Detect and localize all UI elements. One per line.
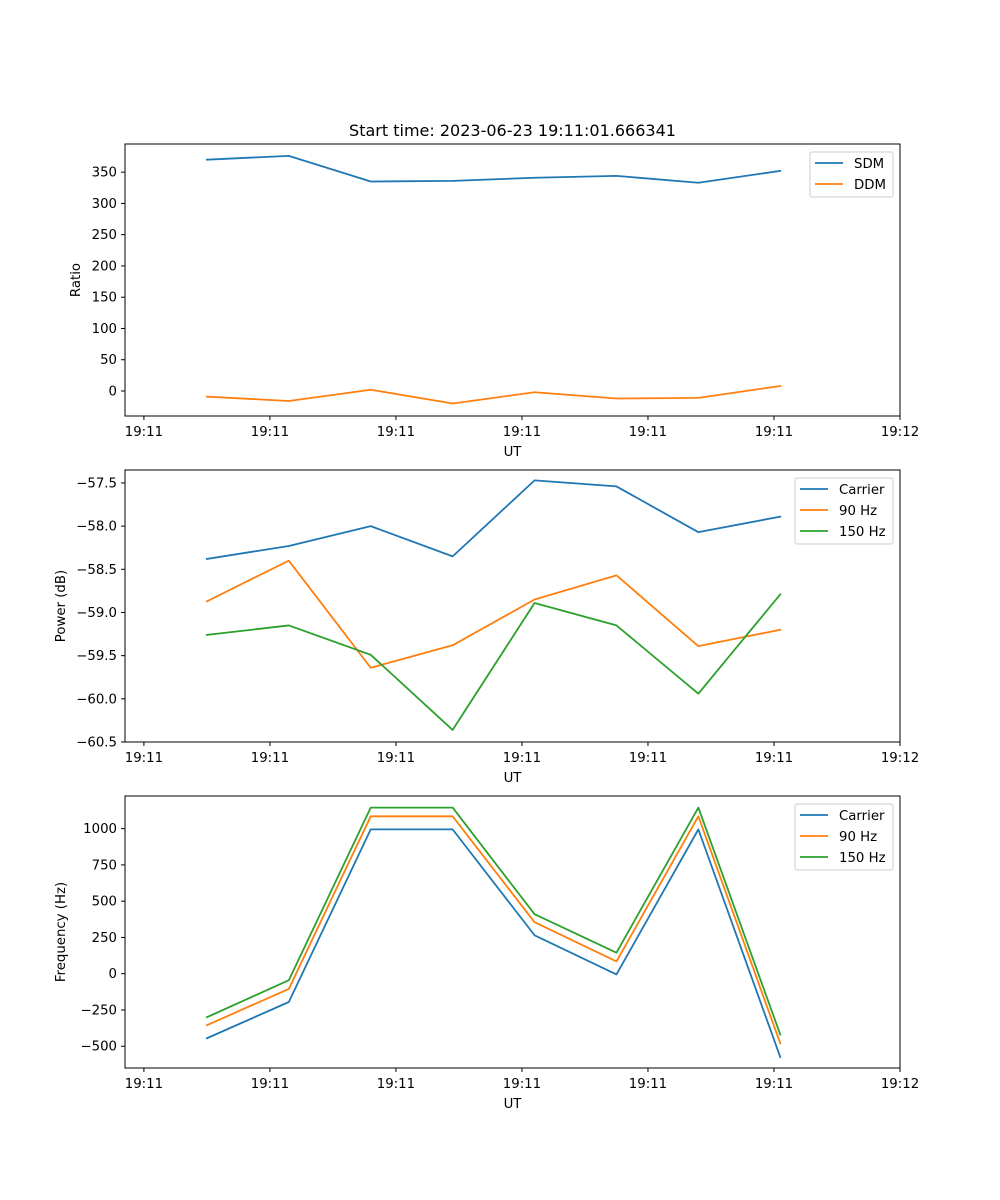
- series-line-90-hz: [205, 559, 782, 669]
- y-tick-label: 100: [92, 322, 117, 337]
- series-line-150-hz: [205, 806, 782, 1036]
- y-tick-label: 300: [92, 197, 117, 212]
- x-axis-label: UT: [504, 445, 523, 460]
- legend-label: Carrier: [839, 483, 885, 498]
- x-tick-label: 19:11: [629, 425, 667, 440]
- x-tick-label: 19:11: [251, 1077, 289, 1092]
- y-tick-label: 200: [92, 259, 117, 274]
- x-axis-label: UT: [504, 771, 523, 786]
- x-tick-label: 19:11: [629, 1077, 667, 1092]
- x-tick-label: 19:11: [125, 751, 163, 766]
- legend-box: [794, 477, 894, 545]
- panel-ratio: 19:11 19:11 19:11 19:11 19:11 19:11 19:12 0 50 10…: [69, 143, 919, 460]
- legend: Carrier 90 Hz 150 Hz: [794, 477, 894, 545]
- y-tick-label: 750: [92, 858, 117, 873]
- y-tick-label: −58.0: [76, 520, 117, 535]
- legend-label: DDM: [854, 178, 886, 193]
- panel-frequency: 19:11 19:11 19:11 19:11 19:11 19:11 19:12 −500 −…: [54, 795, 919, 1112]
- x-tick-label: 19:11: [503, 425, 541, 440]
- x-tick-label: 19:11: [125, 425, 163, 440]
- series-line-carrier: [205, 479, 782, 560]
- series-line-90-hz: [205, 815, 782, 1045]
- legend-label: Carrier: [839, 809, 885, 824]
- x-tick-label: 19:12: [881, 425, 919, 440]
- panel-power: 19:11 19:11 19:11 19:11 19:11 19:11 19:12 −60.5…: [54, 469, 919, 786]
- y-tick-label: −500: [80, 1040, 117, 1055]
- y-tick-label: 250: [92, 228, 117, 243]
- y-tick-label: −60.5: [76, 736, 117, 751]
- x-axis-label: UT: [504, 1097, 523, 1112]
- y-tick-label: 0: [109, 967, 117, 982]
- legend-label: 90 Hz: [839, 830, 877, 845]
- x-tick-label: 19:11: [629, 751, 667, 766]
- legend: SDM DDM: [809, 151, 894, 198]
- y-tick-label: 250: [92, 931, 117, 946]
- y-tick-label: 0: [109, 384, 117, 399]
- x-tick-label: 19:11: [755, 425, 793, 440]
- x-tick-label: 19:11: [125, 1077, 163, 1092]
- y-tick-label: 50: [100, 353, 117, 368]
- x-tick-label: 19:11: [503, 1077, 541, 1092]
- legend-label: 90 Hz: [839, 504, 877, 519]
- series-line-ddm: [205, 384, 782, 405]
- x-tick-label: 19:11: [251, 425, 289, 440]
- legend-label: SDM: [854, 157, 884, 172]
- legend-label: 150 Hz: [839, 525, 886, 540]
- x-tick-label: 19:11: [377, 425, 415, 440]
- legend-box: [794, 803, 894, 871]
- y-axis-label: Power (dB): [54, 570, 69, 642]
- plot-frame: [124, 795, 901, 1069]
- y-tick-label: −60.0: [76, 692, 117, 707]
- y-tick-label: 350: [92, 166, 117, 181]
- legend: Carrier 90 Hz 150 Hz: [794, 803, 894, 871]
- x-tick-label: 19:11: [377, 751, 415, 766]
- x-tick-label: 19:11: [377, 1077, 415, 1092]
- y-tick-label: 150: [92, 291, 117, 306]
- x-tick-label: 19:11: [755, 751, 793, 766]
- x-tick-label: 19:11: [755, 1077, 793, 1092]
- y-axis-label: Frequency (Hz): [54, 882, 69, 982]
- series-line-150-hz: [205, 593, 782, 731]
- legend-label: 150 Hz: [839, 851, 886, 866]
- y-tick-label: 1000: [83, 822, 117, 837]
- y-tick-label: −250: [80, 1003, 117, 1018]
- plot-frame: [124, 469, 901, 743]
- x-tick-label: 19:12: [881, 1077, 919, 1092]
- plot-frame: [124, 143, 901, 417]
- chart-title: Start time: 2023-06-23 19:11:01.666341: [349, 121, 676, 140]
- y-tick-label: −59.0: [76, 606, 117, 621]
- x-tick-label: 19:12: [881, 751, 919, 766]
- series-line-carrier: [205, 828, 782, 1059]
- x-tick-label: 19:11: [503, 751, 541, 766]
- y-tick-label: −57.5: [76, 476, 117, 491]
- y-tick-label: −59.5: [76, 649, 117, 664]
- y-tick-label: 500: [92, 895, 117, 910]
- series-line-sdm: [205, 154, 782, 184]
- y-axis-label: Ratio: [69, 263, 84, 297]
- y-tick-label: −58.5: [76, 563, 117, 578]
- x-tick-label: 19:11: [251, 751, 289, 766]
